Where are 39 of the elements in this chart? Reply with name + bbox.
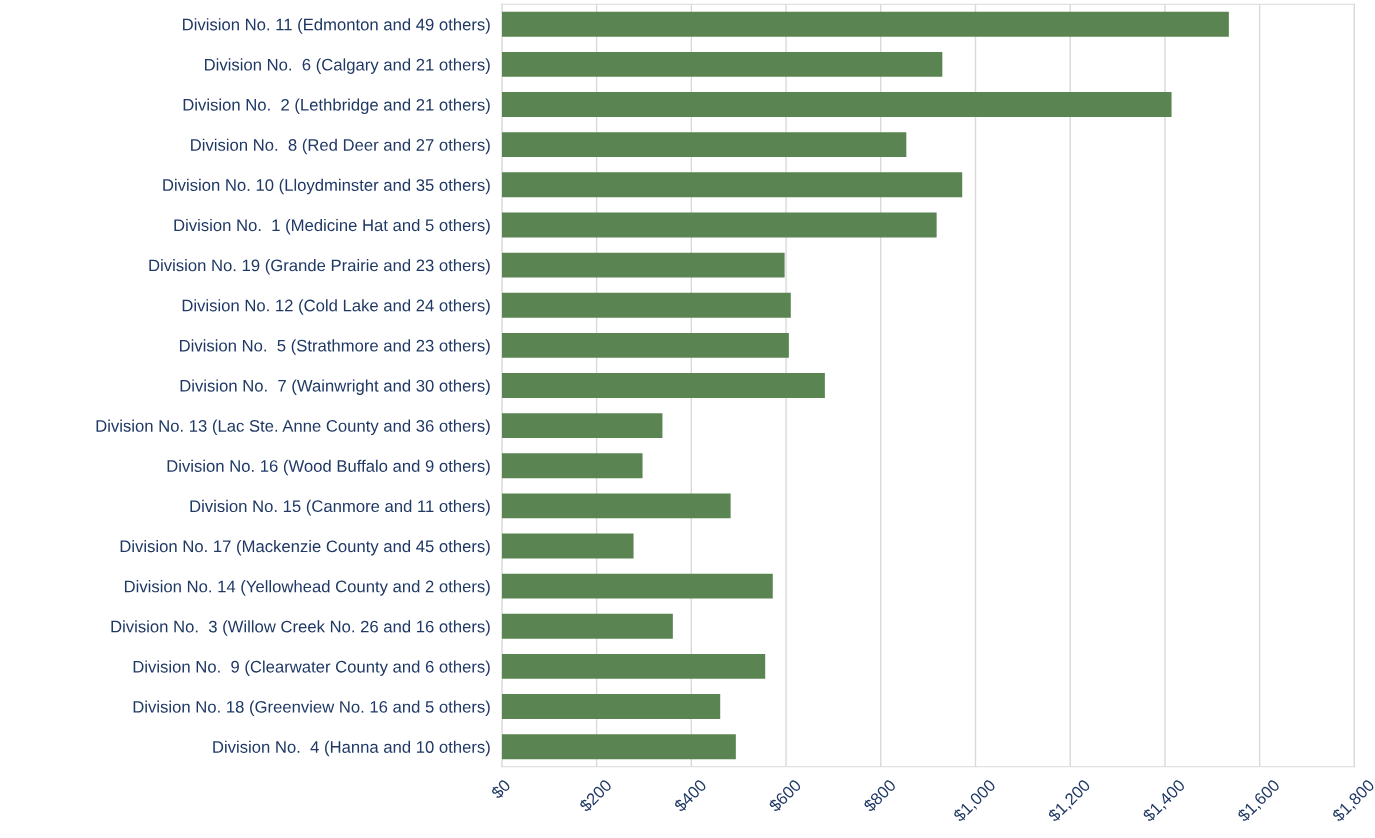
y-tick-label: Division No. 15 (Canmore and 11 others): [190, 499, 490, 516]
bar: [501, 453, 643, 479]
bar: [501, 653, 766, 679]
x-tick-label: $0: [489, 778, 512, 801]
bar: [501, 92, 1172, 117]
y-tick-label: Division No. 2 (Lethbridge and 21 others): [183, 98, 490, 115]
bar: [501, 172, 963, 198]
y-tick-label: Division No. 5 (Strathmore and 23 others): [179, 339, 490, 355]
bar: [501, 252, 785, 278]
bar: [501, 11, 1229, 37]
y-tick-label: Division No. 12 (Cold Lake and 24 others): [182, 299, 490, 315]
y-tick-label: Division No. 11 (Edmonton and 49 others): [183, 18, 490, 34]
y-tick-label: Division No. 17 (Mackenzie County and 45 others): [120, 539, 490, 556]
bar: [501, 332, 789, 358]
bar: [501, 373, 825, 398]
y-tick-label: Division No. 7 (Wainwright and 30 others): [180, 379, 490, 395]
bar: [501, 613, 673, 639]
bar: [501, 132, 907, 158]
bar: [501, 694, 721, 720]
bar: [501, 533, 634, 559]
y-tick-label: Division No. 3 (Willow Creek No. 26 and 16 others): [111, 620, 490, 636]
y-tick-label: Division No. 8 (Red Deer and 27 others): [191, 138, 490, 155]
bar: [501, 212, 937, 238]
y-tick-label: Division No. 18 (Greenview No. 16 and 5 others): [133, 700, 490, 717]
bar: [501, 292, 791, 318]
bar: [501, 413, 663, 439]
y-tick-label: Division No. 13 (Lac Ste. Anne County and 36 others): [96, 419, 490, 436]
bar: [501, 51, 943, 77]
y-tick-label: Division No. 16 (Wood Buffalo and 9 others): [167, 459, 490, 476]
bar: [501, 573, 773, 599]
y-tick-label: Division No. 10 (Lloydminster and 35 others): [163, 178, 490, 195]
y-tick-label: Division No. 14 (Yellowhead County and 2 others): [124, 580, 490, 596]
y-tick-label: Division No. 1 (Medicine Hat and 5 others): [174, 218, 490, 235]
y-tick-label: Division No. 6 (Calgary and 21 others): [204, 58, 490, 74]
y-tick-label: Division No. 19 (Grande Prairie and 23 others): [149, 259, 490, 275]
bar: [501, 493, 731, 519]
y-tick-label: Division No. 4 (Hanna and 10 others): [213, 740, 490, 757]
bar: [501, 734, 736, 760]
y-tick-label: Division No. 9 (Clearwater County and 6 others): [133, 660, 490, 676]
